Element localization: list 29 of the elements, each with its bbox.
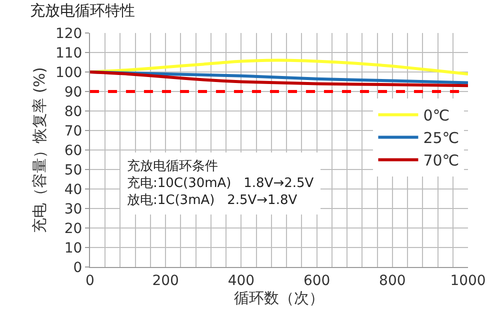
chart-title: 充放电循环特性 xyxy=(30,2,135,20)
y-tick-label: 50 xyxy=(64,162,82,178)
x-axis-title: 循环数（次） xyxy=(234,288,324,307)
annotation: 充放电循环条件 xyxy=(127,159,218,174)
legend-label: 70℃ xyxy=(423,152,460,170)
y-tick-label: 100 xyxy=(55,64,82,81)
line-series xyxy=(90,70,468,88)
y-tick-label: 70 xyxy=(64,123,82,140)
y-tick-label: 60 xyxy=(64,142,82,159)
x-tick-label: 600 xyxy=(303,272,330,289)
legend-label: 25℃ xyxy=(423,129,460,148)
y-tick-label: 120 xyxy=(55,26,82,42)
x-tick-label: 200 xyxy=(152,272,179,289)
y-tick-label: 40 xyxy=(64,182,82,198)
y-axis-title: 充电（容量）恢复率 (%) xyxy=(30,67,49,233)
y-tick-label: 110 xyxy=(55,45,82,62)
y-tick-label: 20 xyxy=(64,220,82,237)
x-tick-label: 1000 xyxy=(450,272,486,289)
x-tick-label: 800 xyxy=(379,272,406,289)
annotation: 放电:1C(3mA) 2.5V→1.8V xyxy=(127,192,298,208)
x-tick-label: 0 xyxy=(86,272,94,289)
y-tick-label: 10 xyxy=(64,240,82,256)
y-tick-label: 30 xyxy=(64,201,82,218)
y-tick-label: 80 xyxy=(64,104,82,120)
y-tick-label: 90 xyxy=(64,84,82,100)
y-tick-label: 0 xyxy=(73,260,82,276)
x-tick-label: 400 xyxy=(228,272,255,289)
legend-label: 0℃ xyxy=(423,106,450,125)
annotation: 充电:10C(30mA) 1.8V→2.5V xyxy=(127,176,314,191)
